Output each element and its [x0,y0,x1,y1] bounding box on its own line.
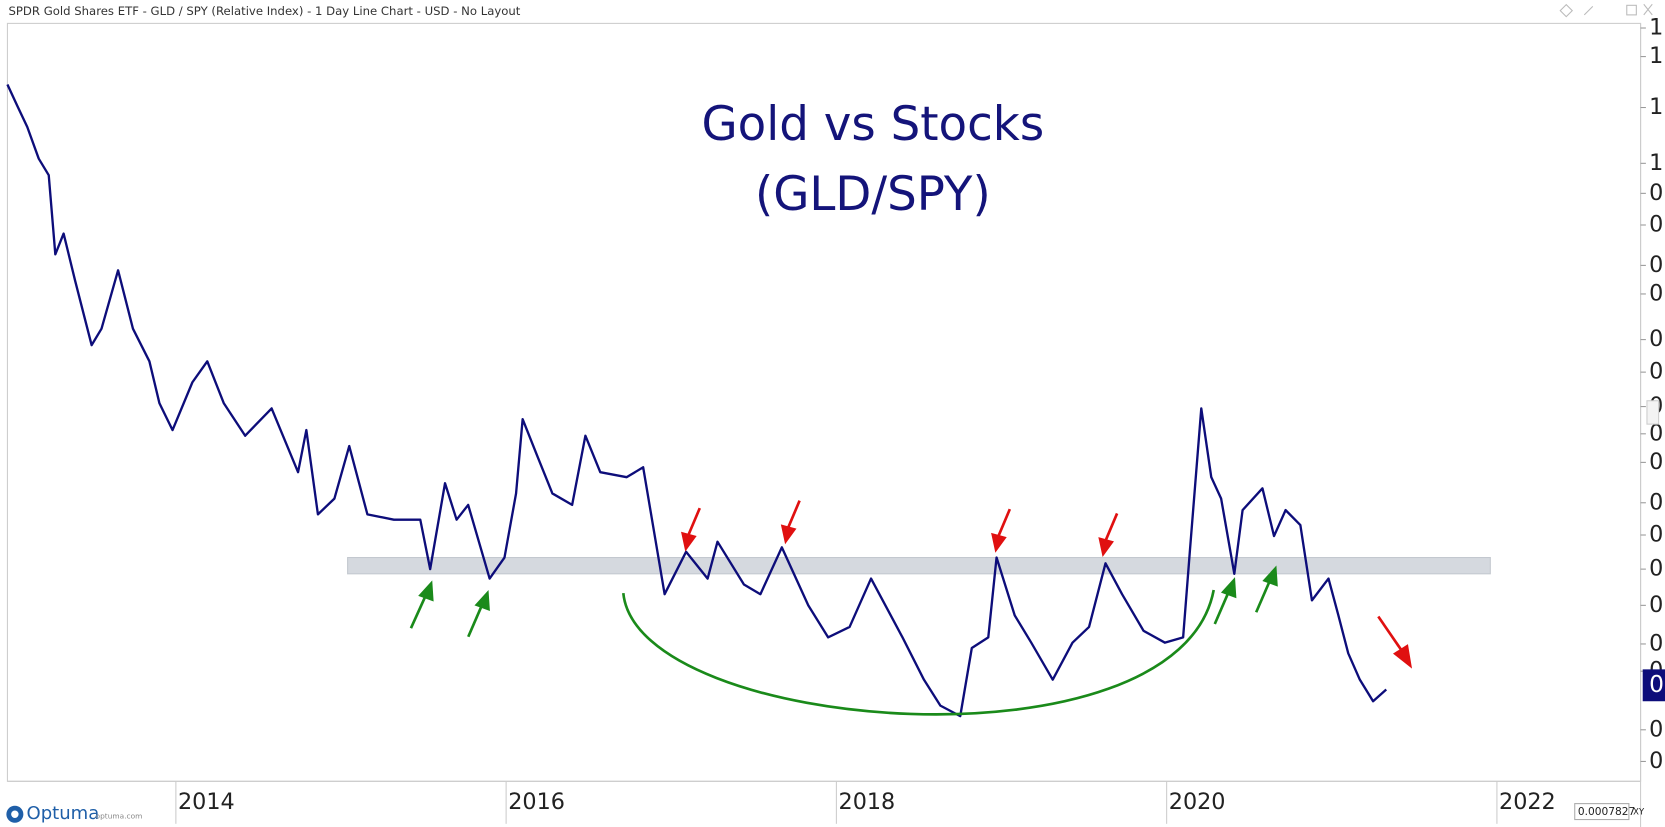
window-icons[interactable] [1559,3,1653,18]
scale-mode[interactable]: XY [1633,808,1645,818]
chart-title: Gold vs Stocks [702,98,1045,152]
y-tick-label: 1.10 [1649,94,1665,120]
logo-site: optuma.com [96,811,143,820]
y-tick-label: 0.95 [1649,180,1665,206]
y-tick-label: 0.80 [1649,280,1665,306]
x-tick-label: 2018 [839,789,896,815]
x-tick-label: 2020 [1169,789,1226,815]
last-price-label: 0.41 [1649,670,1665,698]
y-tick-label: 0.50 [1649,556,1665,582]
y-tick-label: 1.26 [1649,15,1665,41]
x-axis: 2014 2016 2018 2020 2022 [175,781,1556,824]
logo: Optuma optuma.com [6,803,142,824]
logo-text: Optuma [27,803,100,824]
x-tick-label: 2016 [508,789,565,815]
y-tick-label: 0.63 [1649,420,1665,446]
green-arrows [409,565,1278,638]
price-line [6,84,1388,718]
y-tick-label: 1.00 [1649,150,1665,176]
y-tick-label: 0.70 [1649,359,1665,385]
collapse-button[interactable] [1646,400,1660,425]
y-tick-label: 0.90 [1649,211,1665,237]
y-tick-label: 0.60 [1649,449,1665,475]
scale-box[interactable] [1574,803,1630,821]
y-tick-label: 0.38 [1649,716,1665,742]
annotations [409,500,1413,716]
y-tick-label: 0.47 [1649,592,1665,618]
y-tick-label: 0.74 [1649,326,1665,352]
last-price-box [1642,669,1665,702]
cup-arc [621,589,1216,716]
y-tick-label: 0.56 [1649,489,1665,515]
plot-area [6,84,1491,718]
y-tick-label: 0.36 [1649,748,1665,774]
y-tick-label: 0.44 [1649,630,1665,656]
red-arrows [681,500,1413,669]
scale-value: 0.0007827 [1578,805,1635,818]
chart-subtitle: (GLD/SPY) [755,168,991,222]
x-tick-label: 2014 [178,789,235,815]
y-tick-label: 0.84 [1649,252,1665,278]
x-tick-label: 2022 [1499,789,1556,815]
y-tick-label: 1.20 [1649,43,1665,69]
support-band [347,556,1491,575]
y-tick-label: 0.53 [1649,522,1665,548]
logo-icon-hole [11,810,19,818]
header-text: SPDR Gold Shares ETF - GLD / SPY (Relati… [8,4,520,18]
